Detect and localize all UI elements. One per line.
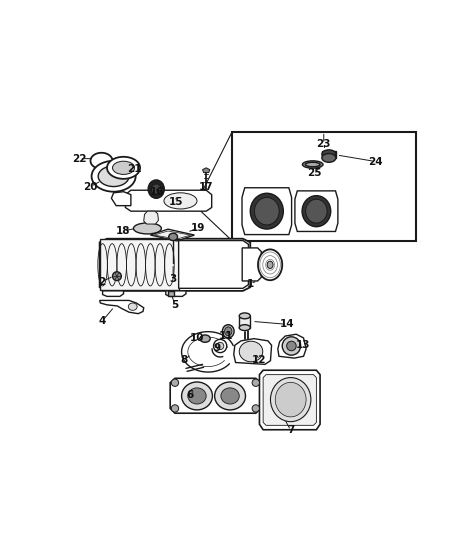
Ellipse shape: [267, 261, 273, 268]
Ellipse shape: [188, 388, 206, 404]
Ellipse shape: [258, 249, 282, 280]
Text: 2: 2: [98, 277, 105, 287]
Ellipse shape: [152, 184, 161, 194]
Polygon shape: [111, 192, 131, 206]
Text: 9: 9: [214, 343, 221, 353]
Ellipse shape: [107, 157, 140, 179]
Bar: [100, 240, 179, 290]
Ellipse shape: [239, 313, 250, 319]
Text: 23: 23: [317, 139, 331, 149]
Ellipse shape: [271, 377, 311, 422]
Ellipse shape: [255, 197, 279, 225]
Polygon shape: [263, 375, 316, 426]
Polygon shape: [278, 334, 306, 358]
Ellipse shape: [322, 153, 336, 162]
Text: 8: 8: [181, 355, 188, 365]
Text: 15: 15: [169, 197, 183, 207]
Ellipse shape: [217, 342, 224, 349]
Ellipse shape: [91, 161, 136, 192]
Text: 16: 16: [150, 186, 164, 197]
Text: 5: 5: [171, 300, 179, 310]
Text: 1: 1: [246, 278, 254, 288]
Ellipse shape: [134, 223, 161, 234]
Ellipse shape: [225, 327, 232, 335]
Ellipse shape: [148, 180, 164, 198]
Ellipse shape: [169, 233, 178, 241]
Text: 3: 3: [170, 274, 177, 284]
Ellipse shape: [250, 193, 283, 229]
Ellipse shape: [322, 150, 336, 158]
Ellipse shape: [112, 272, 121, 281]
Ellipse shape: [98, 166, 129, 186]
Text: 4: 4: [99, 316, 106, 325]
Polygon shape: [179, 241, 248, 288]
Polygon shape: [242, 248, 261, 281]
Polygon shape: [150, 229, 194, 241]
Text: 10: 10: [190, 333, 204, 343]
Bar: [232, 132, 416, 241]
Ellipse shape: [306, 199, 327, 223]
Text: 21: 21: [128, 164, 142, 174]
Ellipse shape: [239, 325, 250, 330]
Ellipse shape: [213, 339, 227, 353]
Ellipse shape: [182, 382, 212, 410]
Polygon shape: [102, 291, 124, 296]
Ellipse shape: [302, 195, 331, 227]
Polygon shape: [170, 379, 261, 413]
Text: 24: 24: [369, 157, 383, 166]
Ellipse shape: [239, 341, 263, 362]
Ellipse shape: [128, 303, 137, 310]
Text: 19: 19: [191, 223, 205, 234]
Ellipse shape: [302, 161, 323, 168]
Text: 14: 14: [280, 319, 294, 329]
Polygon shape: [144, 211, 158, 224]
Text: 25: 25: [307, 169, 322, 178]
Bar: [168, 291, 174, 296]
Text: 11: 11: [219, 331, 234, 341]
Text: 18: 18: [116, 226, 131, 236]
Text: 6: 6: [186, 390, 193, 400]
Bar: [100, 240, 179, 290]
Ellipse shape: [252, 405, 259, 412]
Polygon shape: [242, 188, 292, 235]
Ellipse shape: [222, 325, 234, 338]
Polygon shape: [234, 339, 272, 365]
Text: 13: 13: [296, 339, 311, 349]
Ellipse shape: [215, 382, 246, 410]
Ellipse shape: [305, 162, 320, 167]
Ellipse shape: [282, 337, 301, 355]
Ellipse shape: [221, 388, 239, 404]
Polygon shape: [100, 239, 250, 291]
Polygon shape: [125, 190, 212, 211]
Polygon shape: [295, 191, 338, 231]
Polygon shape: [202, 168, 210, 172]
Polygon shape: [166, 291, 186, 296]
Polygon shape: [239, 316, 250, 328]
Bar: [322, 151, 336, 158]
Ellipse shape: [200, 335, 210, 342]
Text: 22: 22: [72, 153, 87, 164]
Polygon shape: [100, 300, 144, 314]
Ellipse shape: [171, 379, 179, 386]
Ellipse shape: [164, 193, 197, 209]
Text: 7: 7: [287, 426, 294, 436]
Ellipse shape: [287, 341, 296, 351]
Polygon shape: [154, 231, 191, 239]
Ellipse shape: [112, 161, 135, 174]
Text: 20: 20: [83, 181, 98, 192]
Ellipse shape: [275, 382, 306, 417]
Text: 17: 17: [199, 181, 213, 192]
Polygon shape: [259, 370, 320, 430]
Ellipse shape: [171, 405, 179, 412]
Text: 12: 12: [252, 355, 267, 365]
Ellipse shape: [252, 379, 259, 386]
